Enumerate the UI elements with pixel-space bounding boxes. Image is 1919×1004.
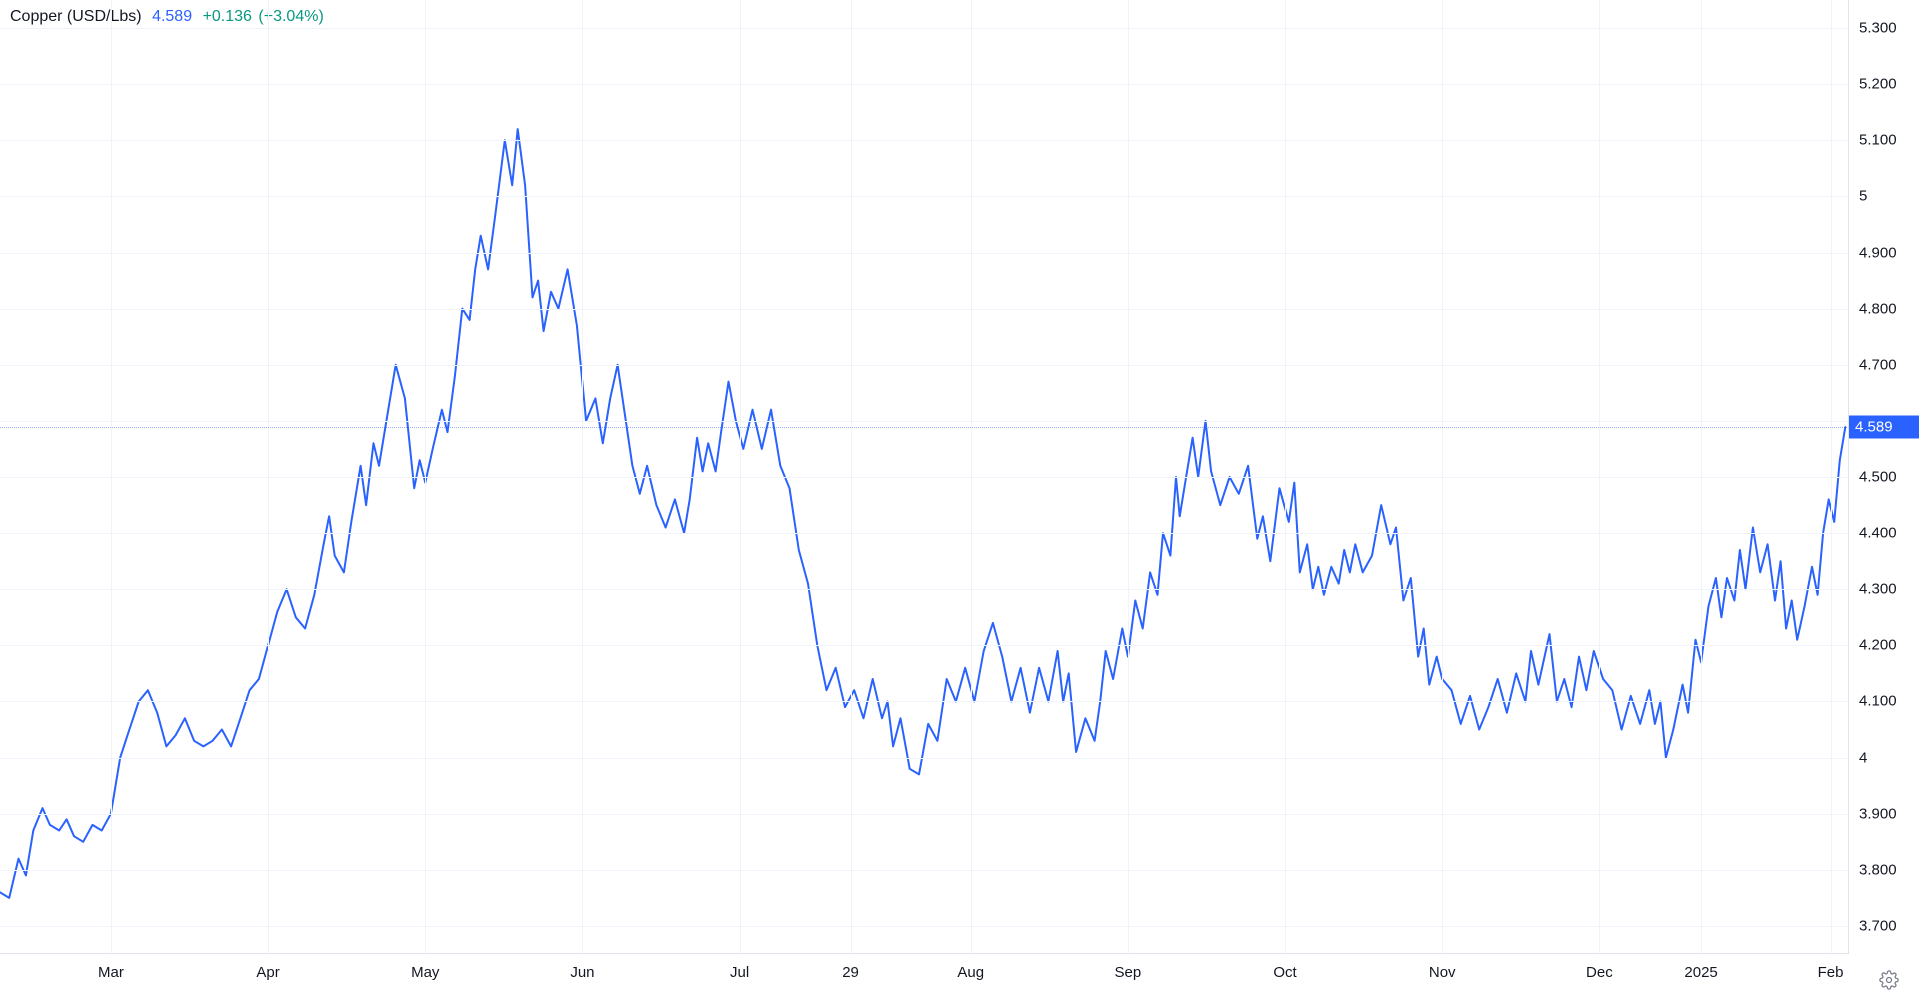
gridline-vertical (1599, 0, 1600, 954)
x-tick-label: Nov (1429, 964, 1456, 981)
y-tick-label: 3.800 (1859, 861, 1897, 878)
gridline-vertical (268, 0, 269, 954)
price-series-line (0, 129, 1845, 898)
gridline-horizontal (0, 589, 1849, 590)
gridline-vertical (1831, 0, 1832, 954)
y-tick-label: 4.800 (1859, 300, 1897, 317)
y-tick-label: 3.700 (1859, 917, 1897, 934)
x-tick-label: Dec (1586, 964, 1613, 981)
gridline-horizontal (0, 870, 1849, 871)
gridline-vertical (1701, 0, 1702, 954)
gridline-horizontal (0, 477, 1849, 478)
x-axis[interactable]: Mar Apr May Jun Jul 29 Aug Sep Oct Nov Dec 2025 Feb (0, 954, 1849, 1004)
gridline-horizontal (0, 28, 1849, 29)
gridline-vertical (425, 0, 426, 954)
y-tick-label: 5.100 (1859, 132, 1897, 149)
y-tick-label: 5 (1859, 188, 1867, 205)
gridline-horizontal (0, 421, 1849, 422)
y-tick-label: 4.300 (1859, 581, 1897, 598)
y-tick-label: 4 (1859, 749, 1867, 766)
gridline-vertical (851, 0, 852, 954)
gridline-horizontal (0, 140, 1849, 141)
gridline-horizontal (0, 758, 1849, 759)
gridline-vertical (582, 0, 583, 954)
y-tick-label: 4.100 (1859, 693, 1897, 710)
y-tick-label: 4.700 (1859, 356, 1897, 373)
y-tick-label: 4.500 (1859, 469, 1897, 486)
y-tick-label: 5.300 (1859, 20, 1897, 37)
x-tick-label: Oct (1273, 964, 1296, 981)
x-tick-label: Aug (957, 964, 984, 981)
gridline-horizontal (0, 926, 1849, 927)
gridline-vertical (1442, 0, 1443, 954)
y-tick-label: 4.900 (1859, 244, 1897, 261)
x-tick-label: May (411, 964, 439, 981)
gridline-horizontal (0, 196, 1849, 197)
x-tick-label: 29 (842, 964, 859, 981)
gridline-horizontal (0, 365, 1849, 366)
gridline-horizontal (0, 309, 1849, 310)
x-tick-label: Sep (1115, 964, 1142, 981)
gridline-horizontal (0, 701, 1849, 702)
gridline-vertical (111, 0, 112, 954)
gridline-horizontal (0, 84, 1849, 85)
gridline-vertical (971, 0, 972, 954)
gridline-horizontal (0, 253, 1849, 254)
settings-gear-icon[interactable] (1879, 970, 1899, 990)
current-price-tag: 4.589 (1849, 416, 1919, 439)
gridline-vertical (1285, 0, 1286, 954)
x-tick-label: Jun (570, 964, 594, 981)
y-tick-label: 4.200 (1859, 637, 1897, 654)
x-tick-label: 2025 (1684, 964, 1717, 981)
gridline-horizontal (0, 645, 1849, 646)
gridline-horizontal (0, 814, 1849, 815)
x-tick-label: Mar (98, 964, 124, 981)
y-axis-border (1848, 0, 1849, 954)
y-tick-label: 3.900 (1859, 805, 1897, 822)
current-price-line (0, 427, 1849, 428)
x-tick-label: Feb (1818, 964, 1844, 981)
x-tick-label: Jul (730, 964, 749, 981)
x-tick-label: Apr (256, 964, 279, 981)
chart-plot-area[interactable] (0, 0, 1849, 954)
y-tick-label: 4.400 (1859, 525, 1897, 542)
y-tick-label: 5.200 (1859, 76, 1897, 93)
x-axis-border (0, 953, 1849, 954)
gridline-vertical (740, 0, 741, 954)
gridline-horizontal (0, 533, 1849, 534)
gridline-vertical (1128, 0, 1129, 954)
y-axis[interactable]: 3.700 3.800 3.900 4 4.100 4.200 4.300 4.400 4.50… (1849, 0, 1919, 954)
